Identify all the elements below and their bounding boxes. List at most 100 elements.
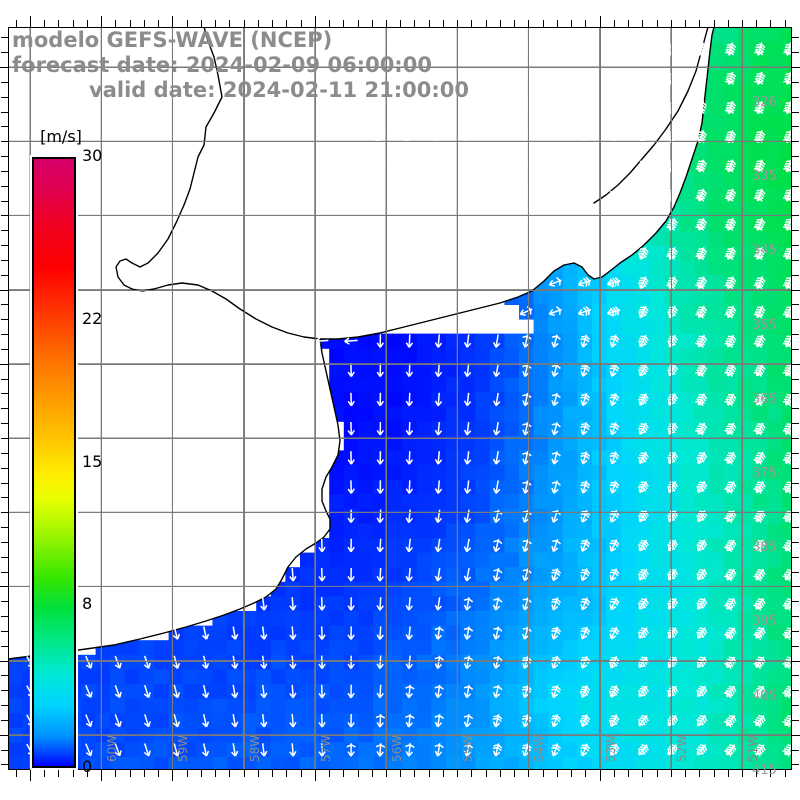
axis-tick <box>1 200 8 202</box>
depth-label: 365 <box>752 391 777 407</box>
axis-tick <box>1 334 8 336</box>
bottom-axis-ticks <box>8 770 792 782</box>
axis-tick <box>371 20 373 27</box>
axis-tick <box>792 141 799 143</box>
axis-tick <box>727 20 729 27</box>
axis-tick <box>642 20 644 27</box>
axis-tick <box>471 20 473 27</box>
colorbar-unit-label: [m/s] <box>40 127 82 146</box>
axis-tick <box>756 20 758 27</box>
axis-tick <box>770 20 772 27</box>
axis-tick <box>514 20 516 27</box>
axis-tick <box>15 20 17 27</box>
axis-tick <box>1 156 8 158</box>
longitude-label: 57W <box>318 734 333 762</box>
axis-tick <box>1 245 8 247</box>
axis-tick <box>101 770 103 781</box>
axis-tick <box>792 215 799 217</box>
axis-tick <box>343 20 345 27</box>
axis-tick <box>727 770 729 777</box>
axis-tick <box>1 259 8 261</box>
axis-tick <box>1 230 8 232</box>
longitude-label: 56W <box>390 734 404 762</box>
axis-tick <box>215 770 217 777</box>
axis-tick <box>86 20 88 27</box>
axis-tick <box>15 770 17 777</box>
axis-tick <box>542 770 544 777</box>
axis-tick <box>457 20 459 27</box>
axis-tick <box>1 304 8 306</box>
axis-tick <box>792 274 799 276</box>
colorbar-tick: 30 <box>82 146 103 165</box>
axis-tick <box>642 770 644 777</box>
longitude-label: 58W <box>247 734 262 762</box>
axis-tick <box>792 482 799 484</box>
longitude-label: 60W <box>105 734 120 762</box>
axis-tick <box>1 764 8 766</box>
depth-label: 355 <box>752 317 777 333</box>
axis-tick <box>1 348 8 350</box>
axis-tick <box>115 20 117 27</box>
axis-tick <box>1 170 8 172</box>
axis-tick <box>200 20 202 27</box>
axis-tick <box>1 81 8 83</box>
axis-tick <box>1 393 8 395</box>
longitude-label: 53W <box>603 734 618 762</box>
longitude-label: 54W <box>532 734 547 762</box>
axis-tick <box>792 408 799 410</box>
axis-tick <box>792 512 799 514</box>
axis-tick <box>499 20 501 27</box>
axis-tick <box>129 20 131 27</box>
axis-tick <box>215 20 217 27</box>
axis-tick <box>357 770 359 777</box>
axis-tick <box>742 770 743 777</box>
axis-tick <box>30 770 31 781</box>
depth-label: 395 <box>752 614 777 630</box>
axis-tick <box>0 67 8 68</box>
axis-tick <box>742 20 743 27</box>
axis-tick <box>792 230 799 232</box>
axis-tick <box>685 770 687 777</box>
axis-tick <box>792 452 799 454</box>
axis-tick <box>129 770 131 777</box>
axis-tick <box>792 126 799 128</box>
axis-tick <box>1 126 8 128</box>
axis-tick <box>599 16 601 27</box>
axis-tick <box>792 96 799 98</box>
axis-tick <box>542 20 544 27</box>
axis-tick <box>784 770 786 777</box>
axis-tick <box>792 645 799 647</box>
axis-tick <box>1 645 8 647</box>
axis-tick <box>784 20 786 27</box>
axis-tick <box>0 586 8 588</box>
axis-tick <box>514 770 516 777</box>
axis-tick <box>713 20 715 27</box>
axis-tick <box>243 20 245 27</box>
axis-tick <box>172 770 174 781</box>
axis-tick <box>300 770 302 777</box>
axis-tick <box>386 770 387 777</box>
axis-tick <box>656 770 658 777</box>
axis-tick <box>44 770 46 777</box>
axis-tick <box>556 20 558 27</box>
axis-tick <box>685 20 687 27</box>
axis-tick <box>1 96 8 98</box>
axis-tick <box>72 770 74 777</box>
axis-tick <box>585 770 587 777</box>
axis-tick <box>186 770 188 777</box>
axis-tick <box>1 37 8 39</box>
axis-tick <box>1 705 8 707</box>
axis-tick <box>272 20 274 27</box>
axis-tick <box>528 770 530 777</box>
axis-tick <box>200 770 202 777</box>
axis-tick <box>1 52 8 54</box>
depth-label: 345 <box>752 243 777 259</box>
axis-tick <box>792 81 799 83</box>
right-axis-ticks <box>792 27 800 770</box>
axis-tick <box>300 20 302 27</box>
axis-tick <box>257 770 259 777</box>
axis-tick <box>457 770 459 777</box>
axis-tick <box>599 770 601 781</box>
axis-tick <box>792 719 799 721</box>
